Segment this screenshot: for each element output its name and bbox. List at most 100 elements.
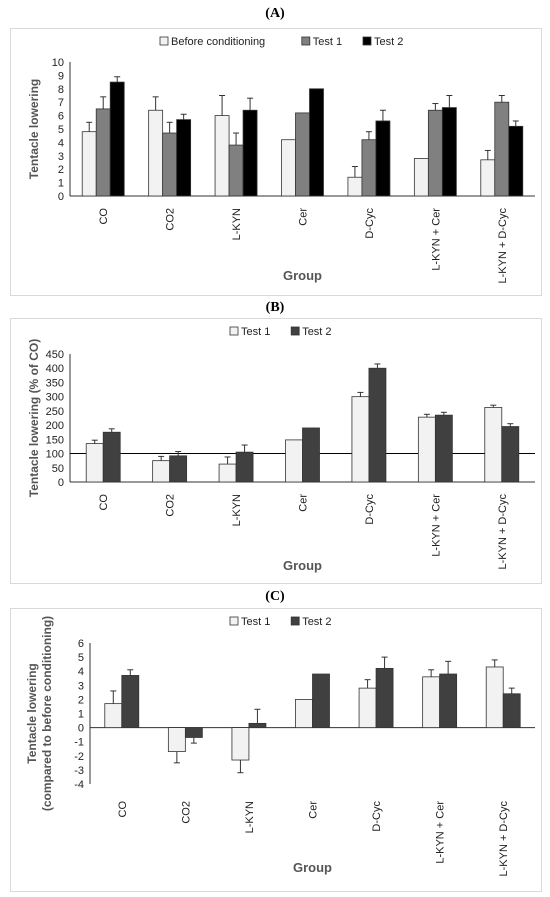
bar bbox=[152, 460, 171, 483]
y-axis-label: Tentacle lowering bbox=[25, 663, 39, 763]
y-tick-label: 4 bbox=[58, 137, 64, 149]
y-tick-label: 100 bbox=[46, 449, 64, 461]
y-tick-label: 3 bbox=[58, 151, 64, 163]
y-tick-label: -4 bbox=[74, 779, 84, 791]
bar bbox=[81, 131, 97, 197]
bar bbox=[104, 703, 123, 728]
bar bbox=[214, 115, 230, 197]
y-tick-label: 3 bbox=[78, 680, 84, 692]
legend-swatch bbox=[159, 36, 169, 46]
bar bbox=[494, 101, 510, 197]
bar bbox=[281, 139, 296, 197]
x-axis-label: Group bbox=[293, 860, 332, 875]
y-tick-label: 150 bbox=[46, 434, 64, 446]
y-tick-label: -1 bbox=[74, 737, 84, 749]
category-label: CO2 bbox=[165, 208, 177, 231]
category-label: L-KYN bbox=[244, 801, 256, 833]
bar bbox=[295, 699, 313, 729]
bar bbox=[85, 443, 104, 483]
bar bbox=[242, 109, 258, 197]
bar bbox=[109, 81, 125, 197]
y-tick-label: 350 bbox=[46, 377, 64, 389]
category-label: D-Cyc bbox=[364, 494, 376, 525]
bar bbox=[422, 676, 441, 728]
bar bbox=[167, 727, 186, 752]
legend-label: Test 1 bbox=[241, 616, 270, 628]
x-axis-label: Group bbox=[283, 268, 322, 283]
legend-label: Test 1 bbox=[313, 36, 342, 48]
bar bbox=[480, 159, 496, 197]
y-tick-label: 6 bbox=[58, 111, 64, 123]
y-tick-label: 4 bbox=[78, 666, 84, 678]
y-tick-label: -2 bbox=[74, 751, 84, 763]
category-label: L-KYN + D-Cyc bbox=[497, 208, 509, 284]
bar bbox=[235, 451, 254, 483]
y-tick-label: 1 bbox=[58, 178, 64, 190]
legend-label: Test 1 bbox=[241, 326, 270, 338]
category-label: L-KYN + D-Cyc bbox=[497, 494, 509, 570]
y-tick-label: 300 bbox=[46, 392, 64, 404]
category-label: L-KYN bbox=[231, 494, 243, 526]
bar bbox=[312, 673, 330, 728]
bar bbox=[417, 416, 436, 483]
legend-label: Before conditioning bbox=[171, 36, 265, 48]
legend-label: Test 2 bbox=[374, 36, 403, 48]
category-label: Cer bbox=[298, 494, 310, 512]
y-tick-label: 9 bbox=[58, 70, 64, 82]
legend-swatch bbox=[229, 326, 239, 336]
y-tick-label: 5 bbox=[78, 652, 84, 664]
y-axis-label: Tentacle lowering (% of CO) bbox=[27, 339, 41, 497]
category-label: Cer bbox=[298, 208, 310, 226]
chart-c: -4 -3 -2 -1 0 1 2 3 4 5 6 CO CO2 L-KYN Cer D-Cyc L-KYN +… bbox=[10, 608, 542, 892]
category-label: L-KYN + Cer bbox=[435, 801, 447, 864]
category-label: L-KYN + Cer bbox=[430, 208, 442, 271]
bar bbox=[501, 426, 520, 483]
panel-a-label: (A) bbox=[265, 6, 285, 21]
category-label: L-KYN + Cer bbox=[430, 494, 442, 557]
category-label: Cer bbox=[308, 801, 320, 819]
y-tick-label: 10 bbox=[52, 57, 64, 69]
category-label: L-KYN + D-Cyc bbox=[498, 801, 510, 877]
category-label: D-Cyc bbox=[371, 801, 383, 832]
legend-swatch bbox=[290, 326, 300, 336]
bar bbox=[248, 722, 267, 729]
bar bbox=[485, 666, 504, 729]
category-label: CO2 bbox=[180, 801, 192, 824]
y-tick-label: 8 bbox=[58, 84, 64, 96]
y-axis-label-line2: (compared to before conditioning) bbox=[40, 616, 54, 811]
bar bbox=[184, 727, 203, 738]
bar bbox=[375, 120, 391, 197]
bar bbox=[351, 396, 370, 483]
bar bbox=[218, 463, 237, 483]
bar bbox=[368, 367, 387, 483]
y-tick-label: 2 bbox=[58, 164, 64, 176]
panel-c-label: (C) bbox=[265, 589, 285, 604]
y-tick-label: 1 bbox=[78, 709, 84, 721]
bar bbox=[228, 144, 244, 197]
y-tick-label: 5 bbox=[58, 124, 64, 136]
bar bbox=[427, 109, 443, 197]
y-tick-label: 0 bbox=[58, 191, 64, 203]
y-tick-label: 250 bbox=[46, 406, 64, 418]
bar bbox=[413, 158, 429, 197]
chart-a: 01 23 456 78 910 CO CO2 L-KYN Cer D-Cyc L-KYN + Ce… bbox=[10, 28, 542, 296]
category-label: L-KYN bbox=[231, 208, 243, 240]
category-label: CO bbox=[98, 494, 110, 511]
bar bbox=[361, 139, 377, 197]
legend-swatch bbox=[290, 616, 300, 626]
y-tick-label: 0 bbox=[78, 723, 84, 735]
bar bbox=[121, 675, 140, 728]
y-tick-label: 400 bbox=[46, 363, 64, 375]
chart-frame bbox=[10, 608, 542, 892]
bar bbox=[285, 439, 303, 483]
chart-b: 0 50 100 150 200 250 300 350 400 450 CO CO2 L-KYN Cer… bbox=[10, 318, 542, 584]
y-tick-label: 450 bbox=[46, 349, 64, 361]
bar bbox=[295, 112, 310, 197]
category-label: CO bbox=[117, 801, 129, 818]
y-tick-label: 0 bbox=[58, 477, 64, 489]
bar bbox=[347, 176, 363, 197]
bar bbox=[434, 414, 453, 483]
y-tick-label: 7 bbox=[58, 97, 64, 109]
bar bbox=[102, 431, 121, 483]
category-label: D-Cyc bbox=[364, 208, 376, 239]
